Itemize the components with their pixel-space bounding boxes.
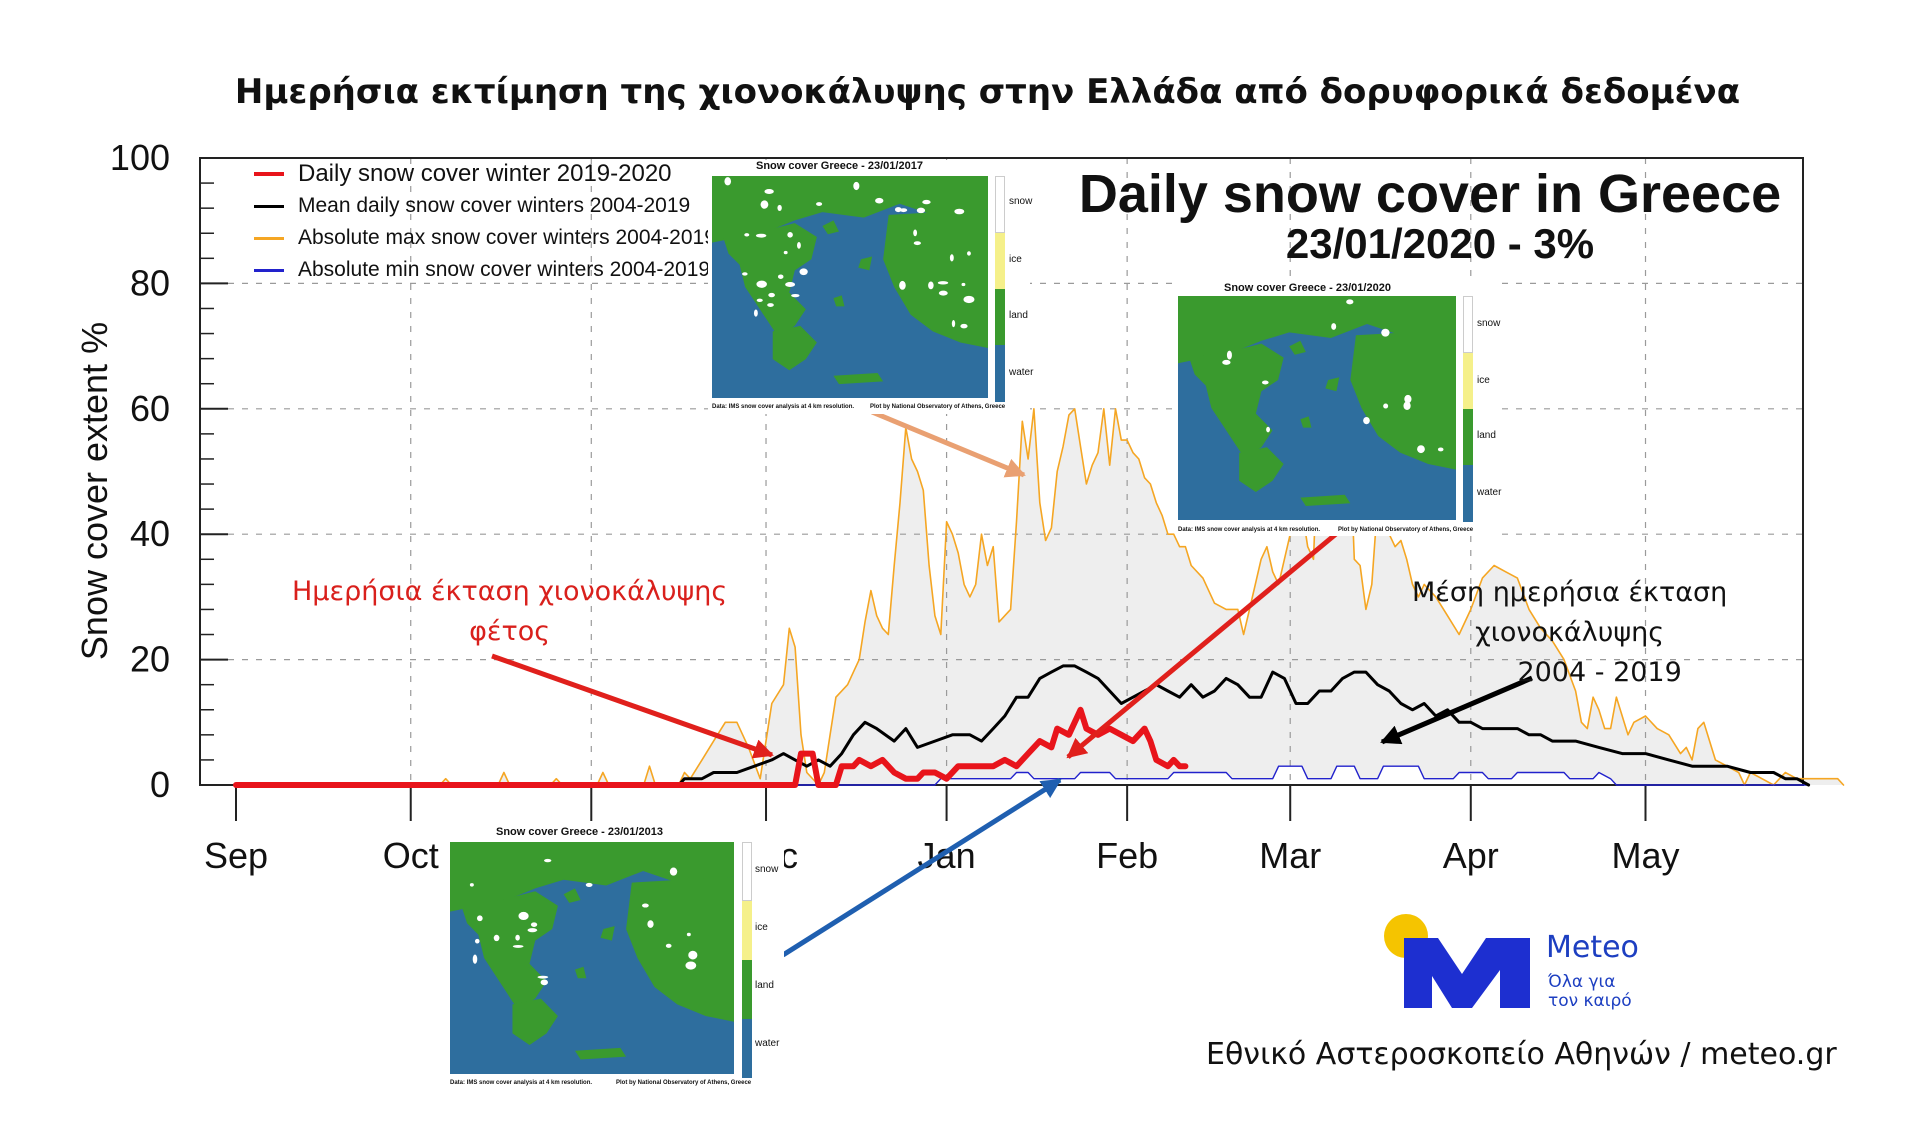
legend-item: Daily snow cover winter 2019-2020 bbox=[254, 158, 716, 190]
x-tick-label: Mar bbox=[1259, 835, 1321, 876]
red-series-annotation: Ημερήσια έκταση χιονοκάλυψης φέτος bbox=[292, 572, 727, 652]
blue-map-arrow bbox=[781, 777, 1062, 958]
legend-label: Mean daily snow cover winters 2004-2019 bbox=[298, 194, 691, 217]
inset-footer: Data: IMS snow cover analysis at 4 km re… bbox=[450, 1080, 593, 1086]
colorbar-label: water bbox=[755, 1038, 780, 1049]
x-tick-label: May bbox=[1612, 835, 1680, 876]
map-graphic bbox=[450, 842, 734, 1074]
chart-subtitle: 23/01/2020 - 3% bbox=[1285, 220, 1595, 267]
colorbar-label: ice bbox=[1477, 375, 1490, 386]
snow-map-inset-2013: Snow cover Greece - 23/01/2013 snow ice … bbox=[448, 826, 784, 1090]
colorbar-label: water bbox=[1009, 367, 1034, 378]
footer-credit: Εθνικό Αστεροσκοπείο Αθηνών / meteo.gr bbox=[1206, 1037, 1837, 1072]
orange-map-arrow bbox=[871, 409, 1026, 478]
y-tick-label: 0 bbox=[150, 764, 170, 805]
y-axis-label: Snow cover extent % bbox=[74, 321, 115, 661]
inset-footer: Plot by National Observatory of Athens, … bbox=[616, 1080, 752, 1086]
legend-swatch bbox=[254, 236, 284, 240]
annotation-line: χιονοκάλυψης bbox=[1475, 617, 1665, 648]
series-line bbox=[235, 765, 1810, 786]
colorbar-label: ice bbox=[755, 922, 768, 933]
meteo-m-icon bbox=[1404, 938, 1530, 1008]
inset-footer: Plot by National Observatory of Athens, … bbox=[1338, 527, 1474, 533]
mean-series-annotation: Μέση ημερήσια έκταση χιονοκάλυψης 2004 -… bbox=[1412, 573, 1727, 693]
annotation-line: 2004 - 2019 bbox=[1517, 657, 1682, 688]
inset-colorbar bbox=[1463, 296, 1473, 522]
colorbar-label: snow bbox=[1477, 318, 1501, 329]
legend-item: Absolute min snow cover winters 2004-201… bbox=[254, 254, 716, 286]
legend-item: Absolute max snow cover winters 2004-201… bbox=[254, 222, 716, 254]
y-tick-label: 100 bbox=[110, 137, 170, 178]
logo-tagline: Όλα για τον καιρό bbox=[1548, 973, 1632, 1011]
meteo-logo bbox=[1384, 914, 1530, 1008]
x-tick-label: Feb bbox=[1096, 835, 1158, 876]
legend-item: Mean daily snow cover winters 2004-2019 bbox=[254, 190, 716, 222]
y-tick-label: 60 bbox=[130, 388, 170, 429]
legend-label: Absolute max snow cover winters 2004-201… bbox=[298, 226, 716, 249]
colorbar-label: land bbox=[1477, 430, 1496, 441]
legend-swatch bbox=[254, 268, 284, 272]
colorbar-label: water bbox=[1477, 487, 1502, 498]
x-tick-label: Sep bbox=[204, 835, 268, 876]
legend-swatch bbox=[254, 172, 284, 176]
series-line bbox=[233, 706, 1189, 788]
legend-swatch bbox=[254, 204, 284, 208]
inset-footer: Plot by National Observatory of Athens, … bbox=[870, 404, 1006, 410]
inset-title: Snow cover Greece - 23/01/2017 bbox=[756, 160, 923, 172]
inset-footer: Data: IMS snow cover analysis at 4 km re… bbox=[1178, 527, 1321, 533]
series-line bbox=[234, 664, 1811, 787]
plot-frame bbox=[199, 157, 1804, 786]
red-map-arrow bbox=[1066, 532, 1338, 759]
inset-title: Snow cover Greece - 23/01/2013 bbox=[496, 826, 663, 838]
black-label-arrow bbox=[1380, 675, 1533, 745]
snow-map-inset-2020: Snow cover Greece - 23/01/2020 snow ice … bbox=[1176, 282, 1502, 536]
annotation-line: Ημερήσια έκταση χιονοκάλυψης bbox=[292, 576, 728, 607]
map-graphic bbox=[712, 176, 988, 398]
series-line bbox=[235, 401, 1845, 786]
chart-title: Daily snow cover in Greece bbox=[1078, 164, 1782, 224]
x-tick-label: Apr bbox=[1443, 835, 1499, 876]
colorbar-label: land bbox=[1009, 310, 1028, 321]
inset-colorbar bbox=[995, 176, 1005, 402]
inset-title: Snow cover Greece - 23/01/2020 bbox=[1224, 282, 1391, 294]
colorbar-label: snow bbox=[1009, 196, 1033, 207]
map-graphic bbox=[1178, 296, 1456, 520]
y-tick-label: 40 bbox=[130, 513, 170, 554]
y-tick-label: 80 bbox=[130, 262, 170, 303]
greece-snow-map bbox=[1178, 296, 1456, 520]
legend-label: Daily snow cover winter 2019-2020 bbox=[298, 160, 672, 187]
x-tick-label: Oct bbox=[383, 835, 439, 876]
tagline-line: τον καιρό bbox=[1548, 991, 1632, 1011]
min-max-range-band bbox=[236, 402, 1844, 785]
annotation-line: φέτος bbox=[469, 616, 551, 647]
legend-label: Absolute min snow cover winters 2004-201… bbox=[298, 258, 711, 281]
greece-snow-map bbox=[712, 176, 988, 398]
red-label-arrow bbox=[491, 653, 774, 759]
y-tick-label: 20 bbox=[130, 639, 170, 680]
annotation-line: Μέση ημερήσια έκταση bbox=[1412, 577, 1728, 608]
page-title: Ημερήσια εκτίμηση της χιονοκάλυψης στην … bbox=[234, 72, 1741, 112]
colorbar-label: ice bbox=[1009, 254, 1022, 265]
legend: Daily snow cover winter 2019-2020 Mean d… bbox=[254, 158, 716, 286]
colorbar-label: land bbox=[755, 980, 774, 991]
greece-snow-map bbox=[450, 842, 734, 1074]
tagline-line: Όλα για bbox=[1548, 972, 1616, 992]
logo-brand: Meteo bbox=[1546, 930, 1639, 965]
snow-map-inset-2017: Snow cover Greece - 23/01/2017 snow ice … bbox=[708, 160, 1034, 414]
colorbar-label: snow bbox=[755, 864, 779, 875]
inset-footer: Data: IMS snow cover analysis at 4 km re… bbox=[712, 404, 855, 410]
inset-colorbar bbox=[742, 842, 752, 1078]
